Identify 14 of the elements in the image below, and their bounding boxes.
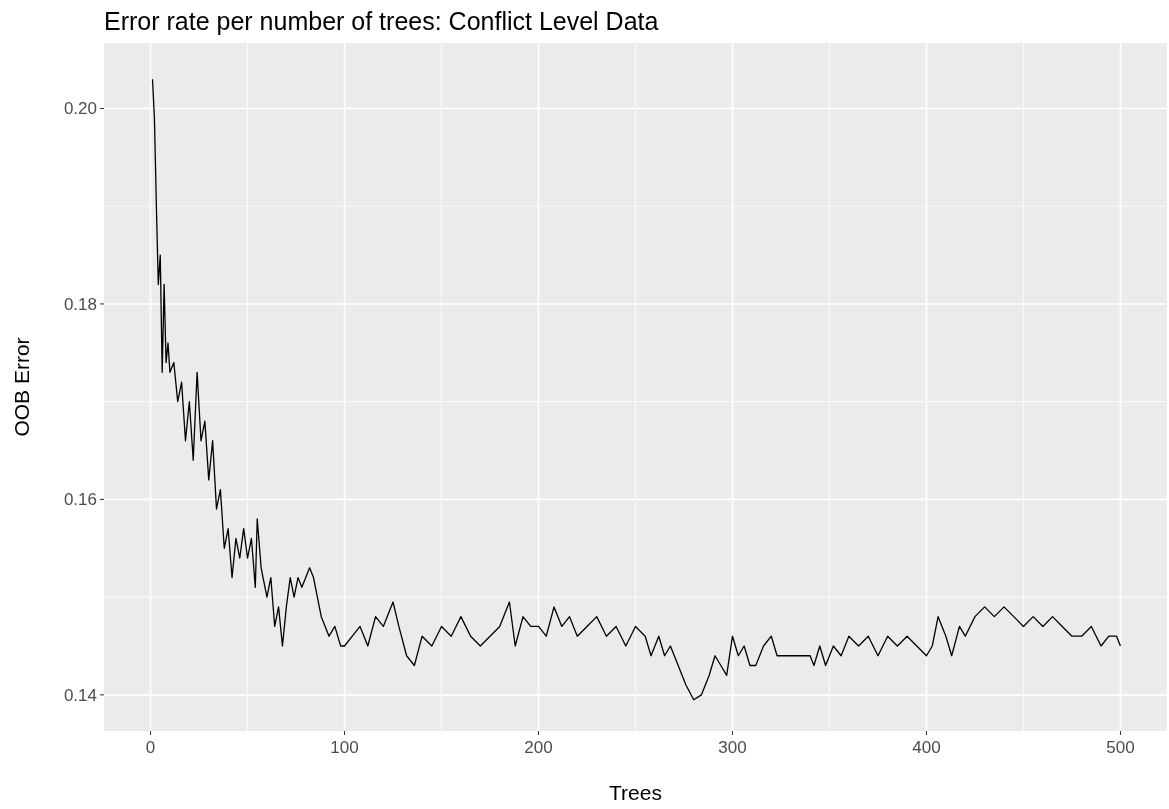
x-tick-label: 300 bbox=[718, 738, 747, 757]
y-tick-label: 0.20 bbox=[63, 99, 97, 119]
y-axis-title: OOB Error bbox=[10, 337, 33, 437]
x-tick-label: 200 bbox=[524, 738, 553, 757]
x-tick-label: 100 bbox=[330, 738, 359, 757]
x-tick-label: 400 bbox=[912, 738, 941, 757]
chart-title: Error rate per number of trees: Conflict Level Data bbox=[104, 7, 659, 35]
x-tick-label: 0 bbox=[145, 738, 156, 757]
y-tick-label: 0.14 bbox=[63, 685, 97, 705]
y-tick-label: 0.16 bbox=[63, 490, 97, 510]
x-axis-title: Trees bbox=[609, 781, 662, 804]
y-tick-label: 0.18 bbox=[63, 294, 97, 314]
x-tick-label: 500 bbox=[1106, 738, 1135, 757]
line-series bbox=[151, 78, 1122, 701]
